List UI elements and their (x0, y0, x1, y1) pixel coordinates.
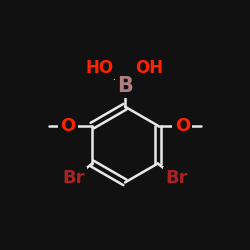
Text: Br: Br (165, 169, 188, 187)
Text: OH: OH (136, 58, 164, 76)
Text: HO: HO (85, 58, 114, 76)
Text: Br: Br (62, 169, 85, 187)
Text: B: B (117, 76, 133, 96)
Text: O: O (60, 116, 75, 134)
Text: O: O (175, 116, 190, 134)
